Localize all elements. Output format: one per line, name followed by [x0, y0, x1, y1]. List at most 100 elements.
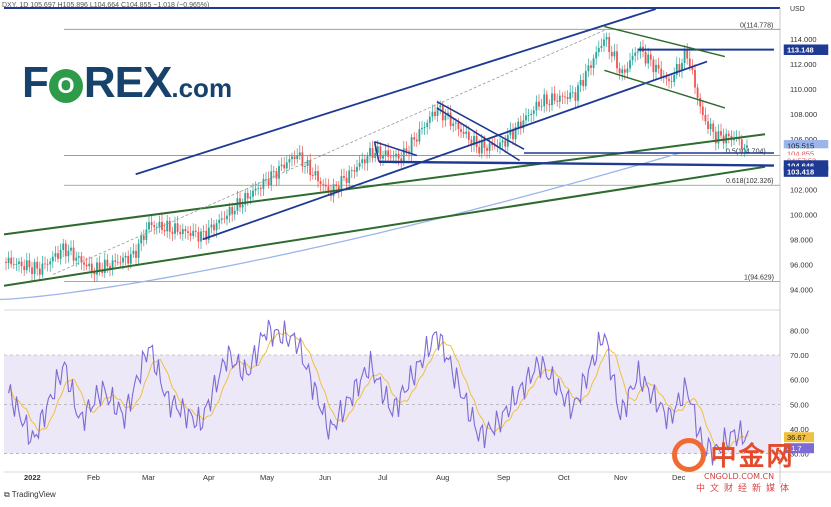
price-tag-label: 105.515 [787, 141, 814, 150]
candle-body [441, 105, 444, 121]
candle-body [413, 137, 416, 140]
tradingview-brand[interactable]: ⧉ TradingView [4, 490, 56, 500]
candle-body [488, 143, 491, 151]
candle-body [306, 160, 309, 167]
candle-body [358, 162, 361, 167]
candle-body [109, 266, 111, 269]
candle-body [265, 179, 267, 180]
candle-body [12, 264, 15, 266]
candle-body [556, 100, 559, 102]
candle-body [720, 131, 722, 136]
candle-body [389, 156, 392, 158]
candle-body [231, 207, 234, 215]
candle-body [46, 263, 49, 265]
candle-body [103, 259, 106, 273]
candle-body [345, 177, 348, 183]
candle-body [652, 59, 655, 73]
candle-body [369, 148, 371, 157]
candle-body [161, 221, 163, 231]
candle-body [324, 184, 327, 187]
time-tick-label: Nov [614, 473, 628, 482]
candle-body [343, 176, 345, 178]
candle-body [683, 49, 686, 63]
candle-body [530, 113, 533, 116]
candle-body [327, 186, 330, 192]
candle-body [283, 164, 286, 169]
candle-body [366, 156, 369, 164]
rsi-ma-tag [784, 443, 814, 454]
candle-body [174, 223, 176, 234]
candle-body [717, 131, 720, 144]
candle-body [187, 231, 189, 234]
candle-body [397, 153, 400, 159]
candle-body [681, 62, 683, 71]
candle-body [207, 227, 210, 240]
dashed-guide-line [52, 29, 605, 275]
candle-body [457, 122, 460, 130]
candle-body [644, 51, 647, 64]
time-tick-label: May [260, 473, 274, 482]
time-tick-label: Mar [142, 473, 155, 482]
candle-body [423, 126, 426, 128]
candle-body [226, 215, 228, 220]
candle-body [148, 222, 150, 230]
price-tick-label: 98.000 [790, 235, 813, 244]
candle-body [694, 69, 696, 88]
candle-body [241, 204, 244, 208]
candle-body [519, 121, 522, 129]
candle-body [33, 261, 36, 274]
candle-body [15, 263, 18, 265]
candle-body [314, 171, 317, 176]
candle-body [657, 64, 660, 69]
candle-body [553, 93, 556, 101]
symbol-legend[interactable]: DXY, 1D 105.697 H105.896 L104.664 C104.8… [2, 2, 209, 9]
candle-body [80, 256, 83, 263]
candle-body [649, 54, 652, 60]
candle-body [83, 262, 85, 265]
candle-body [49, 261, 52, 265]
tradingview-label: TradingView [11, 490, 56, 499]
candle-body [223, 218, 226, 220]
candle-body [525, 115, 527, 121]
rsi-tick-label: 80.00 [790, 326, 809, 335]
candle-body [395, 153, 397, 157]
candle-body [701, 106, 704, 115]
candle-body [600, 45, 603, 48]
price-tag-label: 103.418 [787, 168, 814, 177]
candle-body [436, 107, 439, 116]
rsi-value-label: 36.67 [787, 433, 806, 442]
candle-body [18, 261, 20, 264]
watermark-title: 中金网 [710, 442, 795, 472]
candle-body [613, 51, 616, 57]
candle-body [5, 261, 7, 264]
candle-body [51, 256, 54, 262]
candle-body [210, 224, 213, 228]
candle-body [96, 262, 98, 275]
candle-body [356, 166, 358, 172]
candle-body [688, 58, 691, 67]
falling-wedge-bottom [604, 69, 726, 109]
candle-body [189, 233, 192, 236]
candle-body [449, 112, 452, 127]
candle-body [166, 220, 169, 232]
candle-body [361, 159, 364, 163]
time-tick-label: 2022 [24, 473, 41, 482]
candle-body [337, 186, 340, 192]
time-tick-label: Oct [558, 473, 571, 482]
candle-body [374, 152, 377, 159]
candle-body [171, 231, 174, 234]
candle-body [90, 263, 93, 272]
logo-text-2: REX [83, 58, 172, 107]
time-tick-label: Dec [672, 473, 686, 482]
time-tick-label: Jul [378, 473, 388, 482]
candle-body [350, 170, 353, 171]
candle-body [371, 148, 374, 159]
candle-body [228, 207, 231, 216]
cngold-watermark: 中金网 CNGOLD.COM.CN 中文财经新媒体 [672, 436, 795, 494]
candle-body [421, 127, 423, 130]
rsi-ma-line [8, 332, 749, 451]
price-tag-label: 104.646 [787, 162, 814, 171]
candle-body [660, 68, 663, 78]
candle-body [379, 146, 382, 159]
